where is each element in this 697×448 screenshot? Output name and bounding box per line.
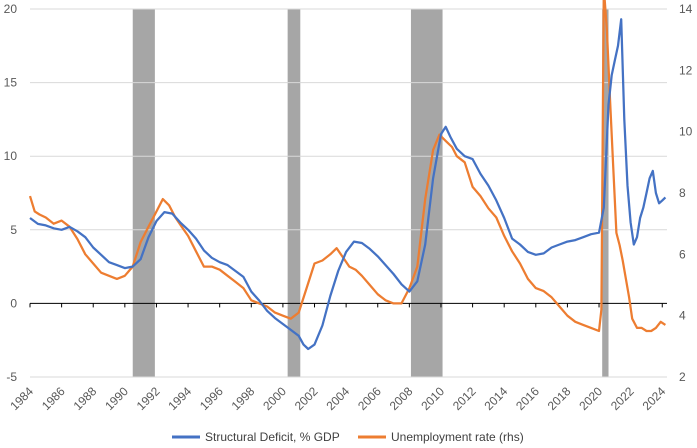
x-tick-label-18: 2020 <box>576 384 605 413</box>
x-tick-label-20: 2024 <box>640 384 669 413</box>
x-tick-label-17: 2018 <box>545 384 574 413</box>
x-tick-label-11: 2006 <box>355 384 384 413</box>
x-tick-label-4: 1992 <box>134 384 163 413</box>
x-tick-label-19: 2022 <box>608 384 637 413</box>
legend-label-unemployment-rate: Unemployment rate (rhs) <box>391 430 524 444</box>
gridlines <box>29 8 667 378</box>
legend-label-structural-deficit: Structural Deficit, % GDP <box>205 430 340 444</box>
x-tick-label-14: 2012 <box>450 384 479 413</box>
x-tick-label-7: 1998 <box>229 384 258 413</box>
right-tick-label-2: 6 <box>679 247 686 261</box>
x-tick-label-9: 2002 <box>292 384 321 413</box>
series-line-structural-deficit <box>29 18 667 351</box>
series-line-unemployment-rate <box>28 0 667 333</box>
x-tick-label-1: 1986 <box>39 384 68 413</box>
x-tick-label-0: 1984 <box>7 384 36 413</box>
right-axis-tick-labels: 2 4 6 8 10 12 14 <box>679 2 693 384</box>
x-tick-label-5: 1994 <box>165 384 194 413</box>
x-axis-tick-labels: 1984 1986 1988 1990 1992 1994 1996 1998 2000 2002… <box>7 384 668 413</box>
left-tick-label-2: 5 <box>10 223 17 237</box>
left-tick-label-5: 20 <box>4 2 18 16</box>
x-tick-label-2: 1988 <box>71 384 100 413</box>
x-tick-label-16: 2016 <box>513 384 542 413</box>
series-lines <box>28 0 667 351</box>
recession-bands <box>132 9 609 377</box>
right-tick-label-3: 8 <box>679 186 686 200</box>
x-tick-label-15: 2014 <box>482 384 511 413</box>
left-tick-label-1: 0 <box>10 296 17 310</box>
x-tick-label-3: 1990 <box>102 384 131 413</box>
left-tick-label-3: 10 <box>4 149 18 163</box>
recession-band-1 <box>287 9 301 377</box>
recession-band-0 <box>132 9 155 377</box>
x-tick-label-13: 2010 <box>418 384 447 413</box>
left-tick-label-4: 15 <box>4 76 18 90</box>
x-tick-label-10: 2004 <box>323 384 352 413</box>
right-tick-label-1: 4 <box>679 309 686 323</box>
x-tick-label-8: 2000 <box>260 384 289 413</box>
x-tick-label-12: 2008 <box>387 384 416 413</box>
left-axis-tick-labels: -5 0 5 10 15 20 <box>4 2 18 384</box>
x-tick-label-6: 1996 <box>197 384 226 413</box>
right-tick-label-5: 12 <box>679 63 693 77</box>
left-tick-label-0: -5 <box>6 370 17 384</box>
right-tick-label-0: 2 <box>679 370 686 384</box>
legend: Structural Deficit, % GDP Unemployment r… <box>172 430 524 444</box>
right-tick-label-4: 10 <box>679 125 693 139</box>
right-tick-label-6: 14 <box>679 2 693 16</box>
